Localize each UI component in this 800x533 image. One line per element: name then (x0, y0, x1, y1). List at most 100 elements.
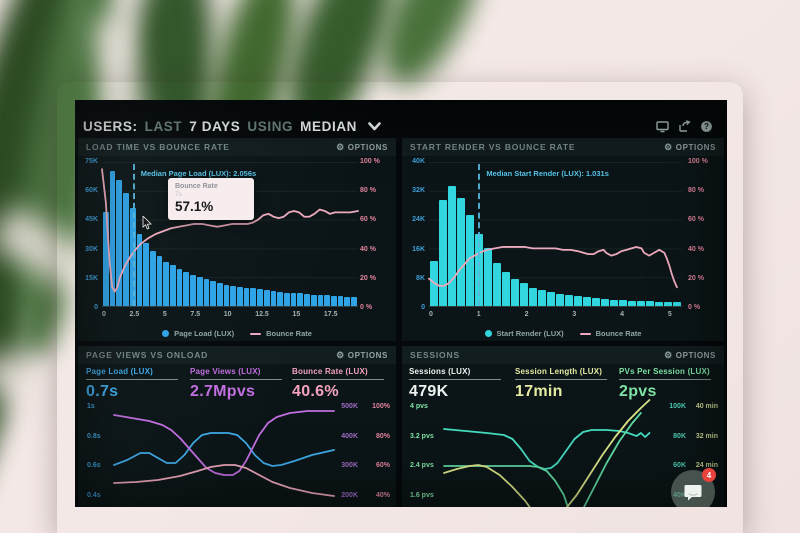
axis-tick: 100 % (360, 158, 380, 165)
svg-text:?: ? (704, 122, 709, 131)
pageviews-plot[interactable] (114, 403, 334, 503)
axis-tick: 80K 32 min (673, 432, 718, 440)
histogram-bar (673, 302, 681, 306)
bounce-rate-tooltip: Bounce Rate 7s 57.1% (168, 178, 254, 220)
axis-tick: 1 (476, 311, 481, 318)
axis-tick: 20 % (688, 274, 704, 282)
axis-tick: 60K 24 min (673, 462, 718, 470)
y-axis-right: 100 % 80 % 60 % 40 % 20 % 0 % (684, 158, 722, 311)
histogram-bar (223, 284, 230, 306)
axis-tick: 40 % (688, 245, 704, 253)
axis-tick: 0.4s (87, 491, 101, 499)
median-annotation: Median Page Load (LUX): 2.056s (140, 169, 257, 178)
axis-tick: 4 pvs (410, 403, 428, 410)
x-axis: 0 1 2 3 4 5 (429, 311, 682, 321)
sessions-plot[interactable] (444, 403, 658, 503)
histogram-bar (556, 294, 564, 306)
legend: Page Load (LUX) Bounce Rate (78, 329, 396, 338)
histogram-bar (196, 277, 203, 306)
panel-pageviews-header: PAGE VIEWS VS ONLOAD ⚙ OPTIONS (78, 346, 396, 364)
histogram-bar (439, 199, 447, 306)
panel-load-time-header: LOAD TIME VS BOUNCE RATE ⚙ OPTIONS (78, 138, 396, 156)
histogram-bar (610, 299, 618, 306)
legend-bounce-rate[interactable]: Bounce Rate (579, 329, 641, 338)
histogram-bar (123, 193, 129, 306)
options-button[interactable]: ⚙ OPTIONS (336, 349, 388, 360)
last-label: LAST (144, 118, 183, 134)
histogram-bar (324, 295, 330, 306)
histogram-bar (283, 292, 290, 306)
histogram-bar (109, 171, 116, 306)
help-icon[interactable]: ? (700, 120, 713, 133)
y-axis-left: 4 pvs 3.2 pvs 2.4 pvs 1.6 pvs (410, 403, 434, 499)
metric-session-length: Session Length (LUX) 17min (515, 367, 615, 401)
load-time-plot[interactable]: Median Page Load (LUX): 2.056s Bounce Ra… (102, 162, 358, 307)
bounce-rate-line (114, 403, 334, 503)
panel-title: SESSIONS (410, 350, 460, 360)
histogram-bar (163, 261, 170, 306)
axis-tick: 0 (94, 303, 98, 311)
options-button[interactable]: ⚙ OPTIONS (664, 349, 716, 360)
metric-rule (515, 379, 607, 380)
metric-rule (190, 379, 282, 380)
metric-page-load: Page Load (LUX) 0.7s (86, 367, 186, 401)
histogram-bar (190, 274, 196, 306)
histogram-bar (183, 271, 190, 306)
axis-tick: 40 % (360, 245, 376, 253)
axis-tick: 0 (102, 311, 106, 318)
histogram-bar (116, 180, 123, 306)
page-load-line (114, 403, 334, 503)
page-views-line (114, 403, 334, 503)
axis-tick: 3.2 pvs (410, 432, 434, 440)
histogram-bar (330, 295, 337, 306)
start-render-plot[interactable]: Median Start Render (LUX): 1.031s (429, 162, 682, 307)
histogram-bar (565, 295, 573, 306)
histogram-bar (216, 282, 223, 306)
options-button[interactable]: ⚙ OPTIONS (336, 141, 388, 152)
histogram-bar (466, 215, 474, 306)
y-axis-left: 75K 60K 45K 30K 15K 0 (78, 158, 98, 311)
y-axis-left: 40K 32K 24K 16K 8K 0 (402, 158, 425, 311)
legend-dot (484, 330, 492, 337)
axis-tick: 1s (87, 403, 95, 410)
axis-tick: 17.5 (323, 311, 338, 318)
histogram-bar (143, 243, 149, 306)
metric-page-views: Page Views (LUX) 2.7Mpvs (190, 367, 290, 401)
histogram-bar (448, 186, 456, 306)
y-axis-right: 500K 100% 400K 80% 300K 60% 200K 40% (333, 403, 390, 499)
histogram-bar (351, 297, 357, 306)
histogram-bar (520, 283, 528, 306)
metric-rule (292, 379, 384, 380)
histogram-bar (655, 301, 663, 306)
histogram-bar (149, 250, 156, 306)
axis-tick: 100 % (688, 158, 708, 165)
dashboard-screen: USERS: LAST 7 DAYS USING MEDIAN ? (75, 100, 727, 507)
panel-sessions-header: SESSIONS ⚙ OPTIONS (402, 346, 724, 364)
legend-page-load[interactable]: Page Load (LUX) (162, 329, 234, 338)
gear-icon: ⚙ (664, 349, 673, 360)
chat-widget-button[interactable]: 4 (671, 468, 716, 507)
metric-rule (86, 379, 178, 380)
axis-tick: 32K (412, 187, 425, 195)
legend-start-render[interactable]: Start Render (LUX) (484, 329, 564, 338)
axis-tick: 2 (524, 311, 529, 318)
display-icon[interactable] (656, 120, 669, 133)
axis-tick: 7.5 (190, 311, 201, 318)
histogram-bar (457, 198, 465, 306)
chevron-down-icon[interactable] (368, 119, 381, 134)
axis-tick: 0 (429, 311, 433, 318)
share-icon[interactable] (678, 119, 691, 133)
metric-rule (409, 379, 501, 380)
bounce-rate-line (102, 162, 358, 306)
median-annotation: Median Start Render (LUX): 1.031s (486, 169, 609, 178)
load-time-histogram (102, 162, 358, 306)
axis-tick: 75K (85, 158, 98, 165)
options-button[interactable]: ⚙ OPTIONS (664, 141, 716, 152)
y-axis-right: 100 % 80 % 60 % 40 % 20 % 0 % (356, 158, 394, 311)
histogram-bar (156, 256, 163, 306)
legend-bounce-rate[interactable]: Bounce Rate (250, 329, 312, 338)
axis-tick: 0 % (688, 303, 701, 311)
histogram-bar (502, 271, 510, 306)
axis-tick: 2.5 (129, 311, 140, 318)
chat-notification-badge: 4 (702, 468, 716, 482)
